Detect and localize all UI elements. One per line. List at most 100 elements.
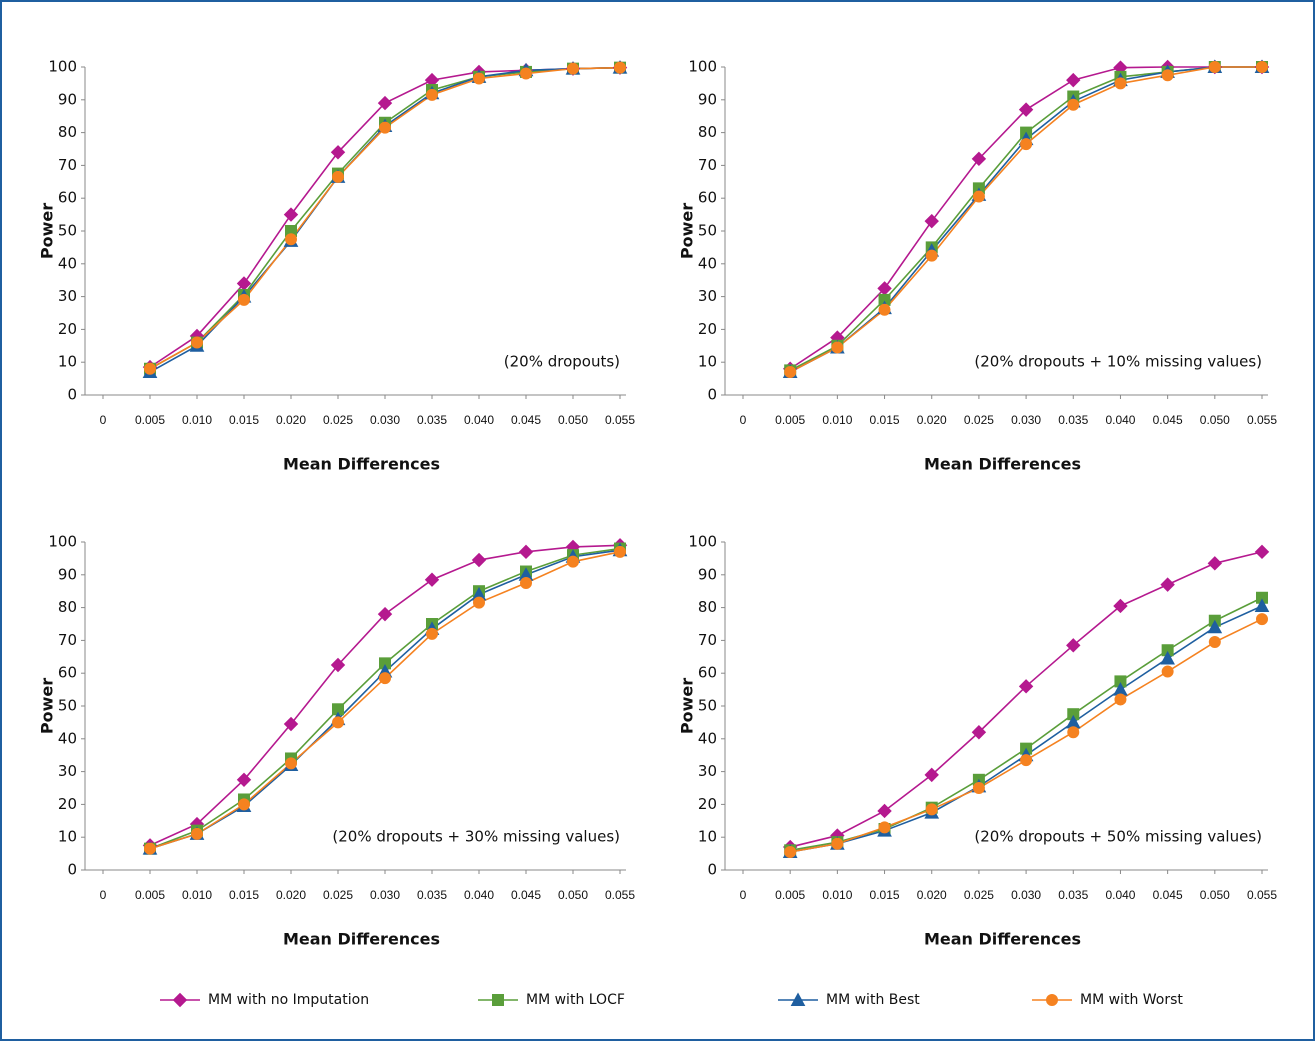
- y-tick-label: 100: [688, 533, 717, 551]
- x-tick-label: 0.025: [964, 413, 994, 427]
- y-tick-label: 100: [688, 58, 717, 76]
- marker: [972, 190, 985, 203]
- marker: [1256, 61, 1268, 73]
- y-axis-label: Power: [678, 678, 697, 734]
- marker: [1160, 650, 1175, 665]
- y-tick-label: 50: [58, 697, 77, 715]
- x-tick-label: 0.020: [917, 888, 947, 902]
- x-tick-label: 0.005: [135, 413, 165, 427]
- x-tick-label: 0.010: [822, 888, 852, 902]
- marker: [236, 772, 252, 788]
- x-tick-label: 0.040: [464, 413, 494, 427]
- legend-label: MM with LOCF: [526, 992, 625, 1008]
- x-tick-label: 0.055: [605, 888, 635, 902]
- annotation: (20% dropouts): [504, 353, 620, 371]
- marker: [330, 657, 346, 673]
- y-tick-label: 90: [58, 565, 77, 583]
- marker: [283, 207, 299, 222]
- marker: [1161, 69, 1174, 82]
- x-tick-label: 0.045: [511, 888, 541, 902]
- x-tick-label: 0.025: [964, 888, 994, 902]
- x-tick-label: 0.040: [1105, 413, 1135, 427]
- x-tick-label: 0.015: [870, 413, 900, 427]
- y-tick-label: 30: [698, 762, 717, 780]
- annotation: (20% dropouts + 50% missing values): [974, 828, 1262, 846]
- x-tick-label: 0.040: [464, 888, 494, 902]
- marker: [1020, 754, 1033, 767]
- y-tick-label: 100: [48, 533, 77, 551]
- marker: [1161, 665, 1174, 678]
- x-tick-label: 0.010: [822, 413, 852, 427]
- x-tick-label: 0.055: [1247, 413, 1277, 427]
- legend-label: MM with no Imputation: [208, 992, 369, 1008]
- x-tick-label: 0.055: [1247, 888, 1277, 902]
- marker: [144, 842, 156, 855]
- y-tick-label: 70: [58, 156, 77, 174]
- y-tick-label: 30: [698, 287, 717, 305]
- y-tick-label: 30: [58, 287, 77, 305]
- y-tick-label: 40: [58, 729, 77, 747]
- x-tick-label: 0: [100, 888, 107, 902]
- x-tick-label: 0: [100, 413, 107, 427]
- marker: [1067, 726, 1080, 739]
- y-tick-label: 90: [58, 90, 77, 108]
- marker: [332, 170, 344, 183]
- marker: [1067, 98, 1080, 111]
- y-tick-label: 90: [698, 90, 717, 108]
- marker: [878, 303, 891, 316]
- x-tick-label: 0.025: [323, 413, 353, 427]
- x-tick-label: 0.055: [605, 413, 635, 427]
- x-tick-label: 0.005: [135, 888, 165, 902]
- x-tick-label: 0.025: [323, 888, 353, 902]
- marker: [285, 757, 297, 770]
- y-tick-label: 40: [698, 254, 717, 272]
- marker: [971, 151, 987, 167]
- y-tick-label: 70: [698, 156, 717, 174]
- annotation: (20% dropouts + 30% missing values): [332, 828, 620, 846]
- marker: [1020, 138, 1033, 151]
- y-axis-label: Power: [678, 203, 697, 259]
- legend-marker: [1046, 994, 1058, 1006]
- x-tick-label: 0.010: [182, 888, 212, 902]
- x-tick-label: 0.035: [417, 888, 447, 902]
- x-tick-label: 0.045: [1153, 888, 1183, 902]
- annotation: (20% dropouts + 10% missing values): [974, 353, 1262, 371]
- marker: [1254, 544, 1270, 560]
- y-tick-label: 60: [698, 664, 717, 682]
- y-tick-label: 40: [58, 254, 77, 272]
- y-tick-label: 60: [58, 189, 77, 207]
- y-tick-label: 90: [698, 565, 717, 583]
- marker: [330, 145, 346, 160]
- marker: [972, 782, 985, 794]
- marker: [426, 627, 438, 640]
- y-axis-label: Power: [38, 678, 57, 734]
- y-tick-label: 10: [698, 828, 717, 846]
- marker: [144, 362, 156, 375]
- x-tick-label: 0.040: [1105, 888, 1135, 902]
- marker: [614, 545, 626, 558]
- x-tick-label: 0.030: [1011, 888, 1041, 902]
- marker: [1113, 598, 1128, 614]
- x-tick-label: 0: [740, 888, 747, 902]
- marker: [518, 544, 534, 560]
- marker: [831, 341, 844, 354]
- x-tick-label: 0.035: [1058, 413, 1088, 427]
- x-tick-label: 0.035: [417, 413, 447, 427]
- marker: [1114, 693, 1127, 706]
- x-tick-label: 0.005: [775, 413, 805, 427]
- y-tick-label: 50: [698, 697, 717, 715]
- marker: [1114, 77, 1127, 90]
- x-tick-label: 0.050: [558, 413, 588, 427]
- x-axis-label: Mean Differences: [283, 455, 440, 474]
- y-tick-label: 80: [58, 123, 77, 141]
- marker: [878, 821, 891, 834]
- marker: [784, 845, 797, 858]
- marker: [377, 606, 393, 622]
- marker: [567, 555, 579, 568]
- marker: [473, 72, 485, 85]
- x-tick-label: 0.015: [229, 413, 259, 427]
- y-tick-label: 0: [67, 386, 77, 404]
- marker: [614, 61, 626, 74]
- y-tick-label: 40: [698, 729, 717, 747]
